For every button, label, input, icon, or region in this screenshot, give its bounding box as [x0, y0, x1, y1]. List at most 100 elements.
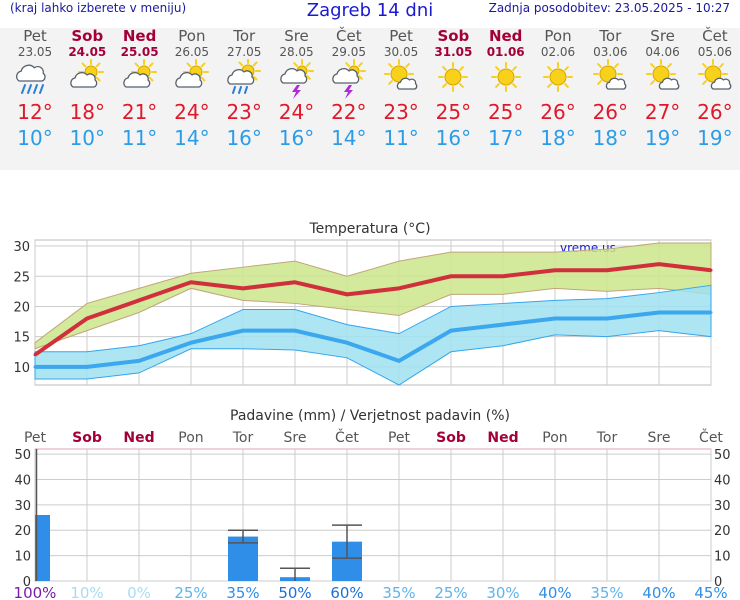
min-temp-point — [449, 329, 453, 333]
forecast-day: Sre 28.05 24° 16° — [272, 28, 322, 151]
min-temp-point — [345, 341, 349, 345]
day-date: 30.05 — [383, 45, 419, 59]
day-date: 25.05 — [120, 45, 159, 59]
min-temp: 14° — [331, 126, 367, 150]
y-tick-label: 30 — [13, 240, 30, 255]
precip-probability: 45% — [694, 584, 727, 600]
y-tick-label-left: 0 — [23, 575, 31, 590]
forecast-day: Tor 03.06 26° 18° — [585, 28, 635, 151]
day-name: Sre — [650, 27, 675, 45]
min-temp: 14° — [174, 126, 210, 150]
day-date: 28.05 — [279, 45, 314, 59]
precip-probability: 35% — [382, 584, 415, 600]
day-date: 02.06 — [540, 45, 576, 59]
precip-day-label: Sob — [436, 430, 466, 446]
max-temp: 27° — [644, 100, 681, 124]
y-tick-label-left: 10 — [14, 550, 31, 565]
sun-small-cloud-icon — [638, 59, 688, 99]
day-name: Ned — [488, 27, 523, 45]
min-temp-point — [605, 317, 609, 321]
precipitation-chart: Padavine (mm) / Verjetnost padavin (%) Pe… — [14, 408, 731, 600]
precip-bar — [228, 536, 258, 581]
forecast-day: Sob 24.05 18° 10° — [62, 28, 112, 151]
sun-icon — [533, 59, 583, 99]
y-tick-label-right: 20 — [714, 524, 731, 539]
day-date: 31.05 — [434, 45, 473, 59]
min-temp-point — [85, 365, 89, 369]
precip-day-label: Pet — [388, 430, 411, 446]
forecast-day: Pon 26.05 24° 14° — [167, 28, 217, 151]
precip-day-label: Ned — [487, 430, 518, 446]
y-tick-label-right: 40 — [714, 473, 731, 488]
min-temp: 16° — [435, 126, 472, 150]
min-temp: 18° — [592, 126, 629, 150]
min-temp: 10° — [17, 126, 53, 150]
max-temp-point — [293, 280, 297, 284]
max-temp: 26° — [540, 100, 576, 124]
precip-day-label: Čet — [699, 428, 723, 446]
max-temp: 25° — [487, 100, 524, 124]
min-temp: 16° — [226, 126, 262, 150]
max-temp: 23° — [226, 100, 262, 124]
max-temp-point — [137, 298, 141, 302]
day-date: 29.05 — [331, 45, 366, 59]
precip-probability: 35% — [590, 584, 623, 600]
precip-day-label: Tor — [596, 430, 618, 446]
forecast-day: Sre 04.06 27° 19° — [638, 28, 688, 151]
min-temp: 11° — [383, 126, 419, 150]
precip-probability: 60% — [330, 584, 363, 600]
precip-probability: 40% — [538, 584, 571, 600]
min-temp-point — [553, 317, 557, 321]
thunderstorm-icon — [272, 59, 322, 99]
max-temp-point — [189, 280, 193, 284]
max-temp: 22° — [331, 100, 367, 124]
forecast-day: Ned 01.06 25° 17° — [481, 28, 531, 151]
y-tick-label: 20 — [13, 300, 30, 315]
precip-probability: 30% — [486, 584, 519, 600]
precip-probability: 35% — [226, 584, 259, 600]
sun-icon — [481, 59, 531, 99]
max-temp-point — [33, 353, 37, 357]
precipitation-plot-area — [34, 448, 712, 582]
min-temp-point — [137, 359, 141, 363]
min-temp: 17° — [487, 126, 524, 150]
max-temp: 24° — [174, 100, 210, 124]
y-tick-label: 15 — [13, 331, 30, 346]
max-temp-point — [709, 268, 713, 272]
day-name: Pon — [544, 27, 572, 45]
max-temp: 26° — [592, 100, 629, 124]
y-tick-label-left: 50 — [14, 448, 31, 463]
min-temp-point — [33, 365, 37, 369]
forecast-day: Ned 25.05 21° 11° — [115, 28, 165, 151]
precip-day-label: Sre — [284, 430, 307, 446]
max-temp: 21° — [121, 100, 158, 124]
day-date: 01.06 — [486, 45, 525, 59]
min-temp-point — [189, 341, 193, 345]
max-temp: 24° — [278, 100, 315, 124]
precip-day-label: Sre — [648, 430, 671, 446]
y-tick-label-left: 40 — [14, 473, 31, 488]
day-date: 24.05 — [68, 45, 107, 59]
min-temp-point — [657, 311, 661, 314]
page-title: Zagreb 14 dni — [306, 0, 434, 21]
min-temp-point — [241, 329, 245, 333]
day-name: Ned — [122, 27, 157, 45]
location-hint: (kraj lahko izberete v meniju) — [10, 1, 187, 15]
day-date: 03.06 — [593, 45, 628, 59]
day-name: Pet — [23, 27, 47, 45]
precip-day-label: Ned — [123, 430, 154, 446]
precip-probability: 0% — [127, 584, 151, 600]
precip-probability: 25% — [174, 584, 207, 600]
min-temp-range-band — [34, 284, 712, 386]
max-temp-point — [605, 268, 609, 272]
sun-small-cloud-icon — [690, 59, 740, 99]
precip-probability: 40% — [642, 584, 675, 600]
day-name: Pon — [178, 27, 206, 45]
day-name: Tor — [599, 27, 622, 45]
temperature-chart-title: Temperatura (°C) — [308, 221, 430, 237]
day-name: Sob — [71, 27, 104, 45]
min-temp-line — [35, 310, 711, 369]
max-temp: 25° — [435, 100, 472, 124]
precip-day-label: Pon — [178, 430, 203, 446]
